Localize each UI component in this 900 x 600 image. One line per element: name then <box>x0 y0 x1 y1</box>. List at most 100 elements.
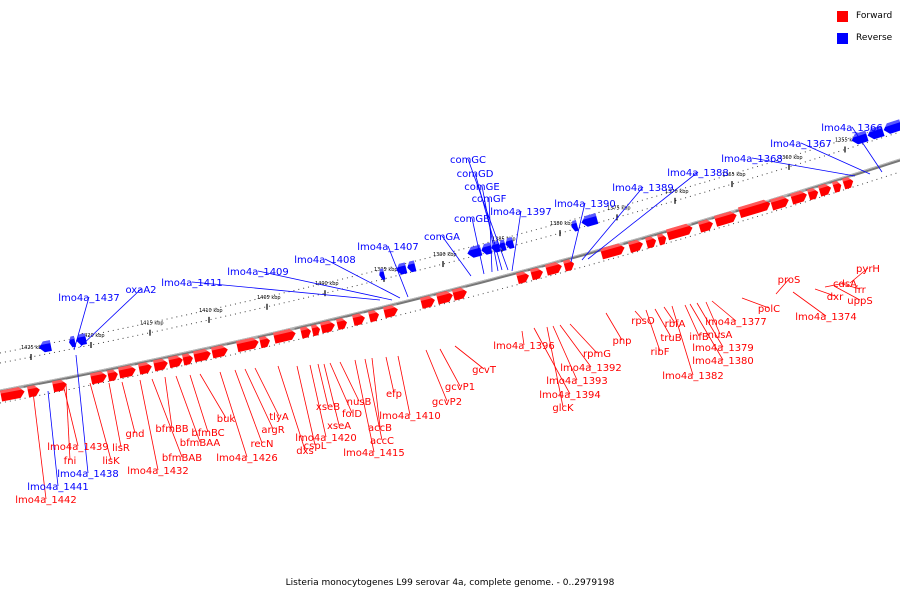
forward-gene[interactable] <box>182 352 194 366</box>
forward-gene[interactable] <box>666 222 694 241</box>
forward-gene[interactable] <box>714 209 738 227</box>
gene-label[interactable]: xseB <box>316 402 340 413</box>
reverse-gene[interactable] <box>850 130 869 146</box>
forward-gene[interactable] <box>645 235 658 249</box>
forward-gene[interactable] <box>27 384 41 398</box>
gene-label[interactable]: comGF <box>472 194 507 205</box>
forward-gene[interactable] <box>336 317 348 331</box>
gene-label[interactable]: lmo4a_1407 <box>357 242 419 253</box>
gene-label[interactable]: comGB <box>454 214 490 225</box>
reverse-gene[interactable] <box>466 244 483 259</box>
gene-label[interactable]: nusB <box>347 397 372 408</box>
gene-label[interactable]: oxaA2 <box>125 285 156 296</box>
forward-gene[interactable] <box>118 364 137 379</box>
forward-gene[interactable] <box>0 386 26 402</box>
reverse-gene[interactable] <box>378 268 386 281</box>
reverse-gene[interactable] <box>480 242 493 256</box>
gene-label[interactable]: gcvP2 <box>432 397 462 408</box>
gene-label[interactable]: lmo4a_1382 <box>662 371 724 382</box>
gene-label[interactable]: dxr <box>827 292 844 303</box>
gene-label[interactable]: rpmG <box>583 349 611 360</box>
forward-gene[interactable] <box>90 370 108 385</box>
reverse-gene[interactable] <box>580 213 599 228</box>
reverse-gene[interactable] <box>504 237 515 250</box>
gene-label[interactable]: dxs <box>296 446 313 457</box>
forward-gene[interactable] <box>545 260 563 276</box>
gene-label[interactable]: bfmBAA <box>180 438 221 449</box>
gene-label[interactable]: glcK <box>552 403 574 414</box>
gene-label[interactable]: pnp <box>612 336 631 347</box>
gene-label[interactable]: rbfA <box>665 319 686 330</box>
reverse-gene[interactable] <box>866 125 885 140</box>
gene-label[interactable]: lisK <box>102 456 120 467</box>
gene-label[interactable]: tlyA <box>269 412 289 423</box>
forward-gene[interactable] <box>211 344 229 359</box>
gene-label[interactable]: lmo4a_1426 <box>216 453 278 464</box>
gene-label[interactable]: lmo4a_1420 <box>295 433 357 444</box>
gene-label[interactable]: lmo4a_1394 <box>539 390 601 401</box>
forward-gene[interactable] <box>320 319 336 334</box>
gene-label[interactable]: comGA <box>424 232 460 243</box>
gene-label[interactable]: argR <box>261 425 284 436</box>
forward-gene[interactable] <box>236 336 260 353</box>
gene-label[interactable]: fni <box>64 456 77 467</box>
gene-label[interactable]: lmo4a_1367 <box>770 139 832 150</box>
gene-label[interactable]: lmo4a_1389 <box>612 183 674 194</box>
gene-label[interactable]: frr <box>854 285 866 296</box>
gene-label[interactable]: comGE <box>464 182 499 193</box>
forward-gene[interactable] <box>657 232 668 246</box>
gene-label[interactable]: lmo4a_1390 <box>554 199 616 210</box>
gene-label[interactable]: gcvT <box>472 365 497 376</box>
forward-gene[interactable] <box>530 266 544 281</box>
gene-label[interactable]: pyrH <box>856 264 880 275</box>
forward-gene[interactable] <box>193 347 212 363</box>
gene-label[interactable]: lmo4a_1366 <box>821 123 883 134</box>
forward-gene[interactable] <box>818 182 833 197</box>
forward-gene[interactable] <box>368 309 380 323</box>
gene-label[interactable]: lmo4a_1397 <box>490 207 552 218</box>
gene-label[interactable]: uppS <box>847 296 872 307</box>
forward-gene[interactable] <box>600 242 626 260</box>
gene-label[interactable]: lmo4a_1438 <box>57 469 119 480</box>
forward-gene[interactable] <box>516 270 530 285</box>
gene-label[interactable]: cdsA <box>833 279 857 290</box>
forward-gene[interactable] <box>153 357 169 372</box>
gene-label[interactable]: comGC <box>450 155 486 166</box>
gene-label[interactable]: lmo4a_1374 <box>795 312 857 323</box>
forward-gene[interactable] <box>436 289 454 305</box>
gene-label[interactable]: lmo4a_1432 <box>127 466 189 477</box>
gene-label[interactable]: lmo4a_1368 <box>721 154 783 165</box>
gene-label[interactable]: comGD <box>457 169 494 180</box>
gene-label[interactable]: lmo4a_1396 <box>493 341 555 352</box>
reverse-gene[interactable] <box>570 219 579 232</box>
gene-label[interactable]: lmo4a_1439 <box>47 442 109 453</box>
reverse-gene[interactable] <box>38 340 52 353</box>
forward-gene[interactable] <box>698 218 715 233</box>
gene-label[interactable]: proS <box>778 275 801 286</box>
gene-label[interactable]: cspL <box>304 441 327 452</box>
reverse-gene[interactable] <box>882 119 900 135</box>
forward-gene[interactable] <box>842 175 855 190</box>
forward-gene[interactable] <box>628 238 644 253</box>
reverse-gene[interactable] <box>498 239 507 251</box>
gene-label[interactable]: lmo4a_1411 <box>161 278 223 289</box>
reverse-gene[interactable] <box>395 262 408 275</box>
forward-gene[interactable] <box>300 325 312 339</box>
gene-label[interactable]: bfmBB <box>155 424 188 435</box>
gene-label[interactable]: lmo4a_1392 <box>560 363 622 374</box>
reverse-gene[interactable] <box>68 335 77 348</box>
gene-label[interactable]: bfmBAB <box>162 453 202 464</box>
forward-gene[interactable] <box>352 312 366 326</box>
gene-label[interactable]: gcvP1 <box>445 382 475 393</box>
gene-label[interactable]: lmo4a_1410 <box>379 411 441 422</box>
reverse-gene[interactable] <box>406 260 417 273</box>
forward-gene[interactable] <box>452 286 468 301</box>
forward-gene[interactable] <box>790 189 809 205</box>
gene-label[interactable]: lmo4a_1388 <box>667 168 729 179</box>
gene-label[interactable]: lmo4a_1437 <box>58 293 120 304</box>
forward-gene[interactable] <box>107 368 119 382</box>
forward-gene[interactable] <box>138 361 153 375</box>
forward-gene[interactable] <box>738 198 772 219</box>
gene-label[interactable]: lmo4a_1379 <box>692 343 754 354</box>
gene-label[interactable]: truB <box>660 333 681 344</box>
